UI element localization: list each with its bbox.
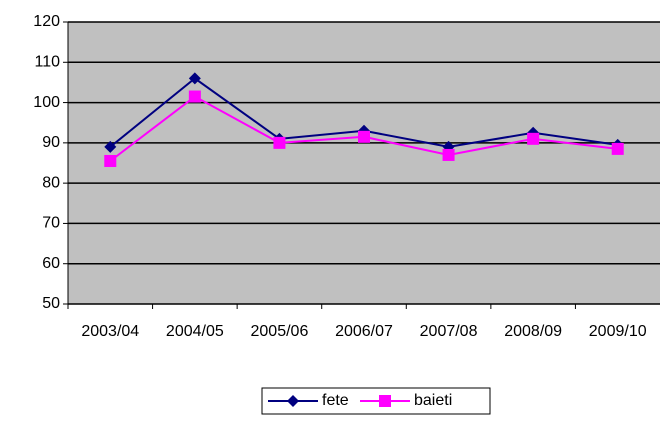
- x-tick-label: 2009/10: [589, 323, 647, 340]
- y-tick-label: 50: [42, 295, 60, 312]
- legend-label: fete: [322, 392, 349, 409]
- point: [188, 90, 201, 103]
- point: [273, 136, 286, 149]
- x-tick-label: 2006/07: [335, 323, 393, 340]
- legend-marker: [379, 395, 391, 407]
- y-tick-label: 100: [33, 94, 60, 111]
- plot-area: [68, 22, 660, 304]
- point: [442, 148, 455, 161]
- legend-marker: [287, 395, 299, 407]
- x-tick-label: 2003/04: [81, 323, 139, 340]
- y-tick-label: 70: [42, 215, 60, 232]
- point: [104, 154, 117, 167]
- point: [611, 142, 624, 155]
- point: [358, 130, 370, 143]
- x-tick-label: 2004/05: [166, 323, 224, 340]
- y-tick-label: 80: [42, 174, 60, 191]
- y-tick-label: 120: [33, 13, 60, 30]
- point: [527, 132, 540, 145]
- x-tick-label: 2005/06: [251, 323, 309, 340]
- y-tick-label: 90: [42, 134, 60, 151]
- x-tick-label: 2008/09: [504, 323, 562, 340]
- y-tick-label: 60: [42, 255, 60, 272]
- point: [188, 72, 201, 85]
- point: [104, 140, 117, 153]
- x-tick-label: 2007/08: [420, 323, 478, 340]
- y-tick-label: 110: [34, 54, 60, 71]
- legend-label: baieti: [414, 392, 452, 409]
